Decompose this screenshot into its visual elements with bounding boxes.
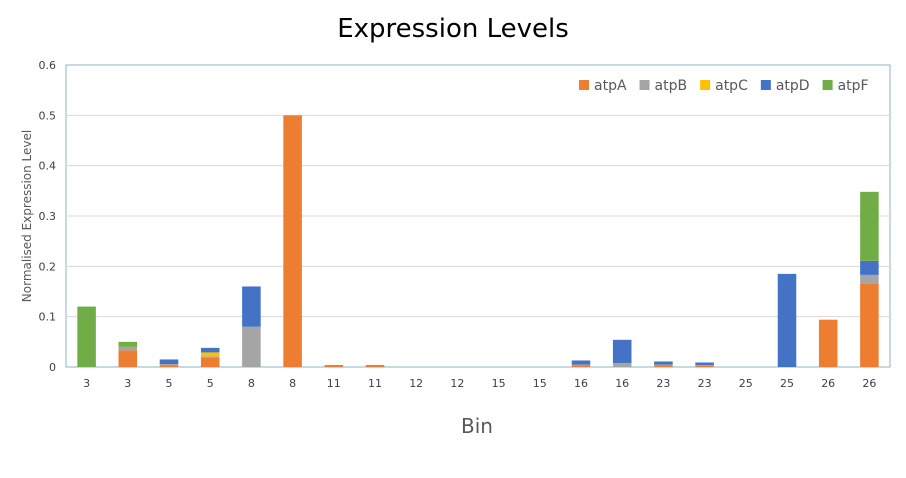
y-tick-label: 0.3 <box>39 210 57 223</box>
x-tick-label: 12 <box>450 377 464 390</box>
bar-segment-atpD <box>860 260 879 275</box>
legend-swatch-atpA <box>579 80 589 90</box>
x-tick-label: 16 <box>574 377 588 390</box>
bar-segment-atpA <box>365 364 385 367</box>
legend: atpA atpB atpC atpD atpF <box>579 78 869 94</box>
legend-label-atpB: atpB <box>655 78 688 94</box>
y-tick-label: 0.2 <box>39 260 57 273</box>
bar-segment-atpB <box>571 364 591 366</box>
legend-label-atpA: atpA <box>594 78 627 94</box>
x-tick-label: 16 <box>615 377 629 390</box>
bar-segment-atpD <box>571 360 591 365</box>
bar-segment-atpB <box>118 346 138 351</box>
bar-segment-atpC <box>200 352 220 357</box>
y-tick-label: 0.1 <box>39 311 57 324</box>
x-tick-label: 12 <box>409 377 423 390</box>
bar-segment-atpB <box>242 326 261 367</box>
legend-label-atpD: atpD <box>776 78 810 94</box>
bar-segment-atpB <box>860 274 879 284</box>
bar-segment-atpF <box>860 191 879 261</box>
bar-segment-atpD <box>242 286 261 327</box>
x-tick-label: 23 <box>656 377 670 390</box>
x-tick-label: 15 <box>492 377 506 390</box>
bar-segment-atpA <box>283 115 302 367</box>
bar-segment-atpF <box>118 341 138 347</box>
bar-segment-atpA <box>695 365 714 367</box>
legend-label-atpF: atpF <box>838 78 869 94</box>
x-tick-label: 26 <box>862 377 876 390</box>
gridlines <box>66 114 890 318</box>
bar-segment-atpA <box>159 365 179 367</box>
x-tick-label: 11 <box>327 377 341 390</box>
y-tick-label: 0.5 <box>39 109 57 122</box>
x-tick-label: 5 <box>207 377 214 390</box>
bar-segment-atpD <box>159 359 179 364</box>
x-tick-label: 26 <box>821 377 835 390</box>
bar-segment-atpD <box>654 361 673 365</box>
bar-segment-atpF <box>77 306 96 367</box>
bar-segment-atpA <box>118 350 138 367</box>
x-tick-label: 3 <box>124 377 131 390</box>
x-tick-label: 3 <box>83 377 90 390</box>
bar-segment-atpA <box>818 319 838 367</box>
bar-segment-atpA <box>654 365 673 367</box>
bar-segment-atpB <box>654 364 673 366</box>
y-tick-label: 0.4 <box>39 160 57 173</box>
x-axis-title: Bin <box>461 414 493 438</box>
x-tick-label: 8 <box>289 377 296 390</box>
x-tick-labels: 3 3 5 5 8 8 11 11 12 12 15 15 16 16 23 23 25 25 26 26 <box>83 377 876 390</box>
bar-segment-atpA <box>860 283 879 367</box>
bar-segment-atpD <box>200 347 220 353</box>
bar-segment-atpA <box>324 364 344 367</box>
legend-swatch-atpF <box>822 80 833 90</box>
chart-title: Expression Levels <box>337 14 569 44</box>
y-tick-labels: 0 0.1 0.2 0.3 0.4 0.5 0.6 <box>39 59 57 374</box>
x-tick-label: 11 <box>368 377 382 390</box>
legend-swatch-atpC <box>700 80 711 90</box>
y-axis-title: Normalised Expression Level <box>20 130 34 302</box>
y-tick-label: 0 <box>49 361 56 374</box>
legend-swatch-atpB <box>639 80 650 90</box>
bar-segment-atpA <box>200 357 220 367</box>
bar-segment-atpD <box>777 273 797 367</box>
x-tick-label: 25 <box>780 377 794 390</box>
bar-segment-atpB <box>159 363 179 366</box>
bar-segment-atpD <box>695 362 714 365</box>
x-tick-label: 15 <box>533 377 547 390</box>
bar-segment-atpA <box>571 365 591 367</box>
x-tick-label: 23 <box>698 377 712 390</box>
bar-segment-atpB <box>200 356 220 358</box>
bars <box>77 115 879 367</box>
y-tick-label: 0.6 <box>39 59 57 72</box>
bar-segment-atpD <box>612 339 632 363</box>
legend-label-atpC: atpC <box>715 78 748 94</box>
x-tick-label: 5 <box>166 377 173 390</box>
bar-segment-atpB <box>612 362 632 367</box>
x-tick-label: 25 <box>739 377 753 390</box>
x-tick-label: 8 <box>248 377 255 390</box>
legend-swatch-atpD <box>760 80 771 90</box>
bar-segment-atpB <box>695 364 714 366</box>
